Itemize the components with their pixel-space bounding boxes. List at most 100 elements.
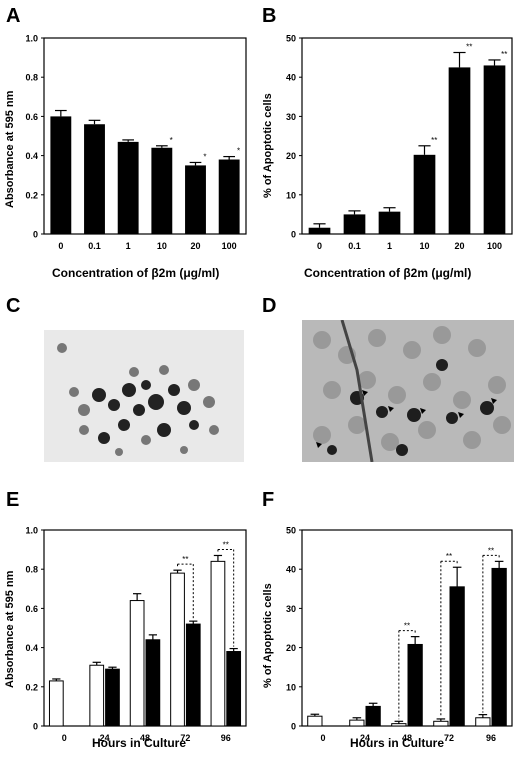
chart-e-ytick-label: 0.6 [25,604,38,614]
chart-f-bar [449,586,465,727]
chart-a-significance: * [203,152,206,161]
chart-b-frame [301,37,513,235]
chart-e-xtick-label: 0 [62,733,67,743]
chart-b-xtick-label: 100 [487,241,502,251]
panel-label-f: F [262,489,275,511]
chart-b-ytick-label: 0 [291,230,296,240]
chart-e-xtick-label: 72 [180,733,190,743]
chart-f-xtick-label: 48 [402,733,412,743]
chart-a-xtick-label: 100 [222,241,237,251]
panel-label-e: E [6,489,20,511]
chart-e-bar [210,560,226,727]
panel-label-b: B [262,5,277,27]
chart-e-ytick-label: 0.8 [25,565,38,575]
chart-e-bar [185,623,201,727]
chart-b-xtick-label: 1 [387,241,392,251]
chart-a-bar [117,141,139,234]
chart-f-significance: ** [488,546,494,555]
micrograph-c [44,330,244,462]
chart-f-bar [349,719,365,727]
chart-b-ytick-label: 10 [286,190,296,200]
chart-f-frame [301,529,513,727]
chart-f-bar [365,705,381,727]
chart-b-xtick-label: 10 [419,241,429,251]
chart-b-significance: ** [501,50,507,59]
chart-b-ytick-label: 40 [286,73,296,83]
chart-a-ytick-label: 0.2 [25,190,38,200]
chart-e-xlabel: Hours in Culture [92,736,187,750]
chart-e-bar [226,651,242,727]
chart-f-significance: ** [446,552,452,561]
chart-f-ytick-label: 20 [286,643,296,653]
chart-f-xtick-label: 96 [486,733,496,743]
chart-b-ytick-label: 20 [286,151,296,161]
chart-b-ytick-label: 50 [286,34,296,44]
chart-e-significance: ** [223,540,229,549]
chart-b-bar [308,227,331,234]
chart-a-ytick-label: 1.0 [25,34,38,44]
chart-a-bar [151,147,173,234]
chart-a-xtick-label: 0 [58,241,63,251]
chart-a-bar [185,165,206,234]
chart-f-bar [307,715,323,727]
chart-a-ytick-label: 0.4 [25,151,38,161]
chart-a-bar [84,124,105,234]
chart-b-bar [343,214,366,234]
chart-a-frame [43,37,247,235]
chart-a-xtick-label: 0.1 [88,241,101,251]
chart-a-ytick-label: 0.8 [25,73,38,83]
chart-f-ytick-label: 0 [291,722,296,732]
chart-e-bar [105,668,120,727]
chart-f-significance: ** [404,622,410,631]
chart-e-ytick-label: 1.0 [25,526,38,536]
chart-b-ytick-label: 30 [286,112,296,122]
chart-f-bar [475,717,491,727]
chart-a-xlabel: Concentration of β2m (μg/ml) [52,266,220,280]
chart-a-ytick-label: 0 [33,230,38,240]
chart-a-xtick-label: 20 [190,241,200,251]
chart-b-xtick-label: 0.1 [348,241,361,251]
chart-f-bar [491,567,507,727]
chart-a-significance: * [237,147,240,156]
chart-b-bar [448,67,471,235]
chart-f-bar [391,723,407,727]
chart-a-bar [50,116,72,234]
chart-e-ytick-label: 0 [33,722,38,732]
chart-f-ytick-label: 50 [286,526,296,536]
chart-f-bar [433,720,449,727]
panel-label-a: A [6,5,21,27]
chart-e-bar [129,600,145,727]
chart-e-bar [145,639,161,727]
chart-e-bar [48,680,64,727]
chart-e-xtick-label: 96 [221,733,231,743]
chart-b-bar [378,211,401,234]
micrograph-d [302,320,514,462]
chart-e-xtick-label: 24 [100,733,110,743]
chart-a-xtick-label: 1 [126,241,131,251]
chart-f-xtick-label: 0 [320,733,325,743]
chart-e-bar [89,664,105,727]
chart-e-ytick-label: 0.4 [25,643,38,653]
chart-f-xlabel: Hours in Culture [350,736,445,750]
chart-a-ytick-label: 0.6 [25,112,38,122]
chart-f-xtick-label: 72 [444,733,454,743]
chart-a-bar [218,159,240,234]
chart-a-xtick-label: 10 [157,241,167,251]
panel-label-c: C [6,295,21,317]
chart-f-ytick-label: 30 [286,604,296,614]
chart-a-significance: * [170,136,173,145]
chart-e-bar [170,572,185,727]
chart-f-bar [407,643,423,727]
chart-b-bar [483,65,506,234]
chart-b-bar [413,154,436,234]
chart-f-ytick-label: 10 [286,682,296,692]
chart-b-significance: ** [466,43,472,52]
chart-e-ytick-label: 0.2 [25,682,38,692]
chart-e-significance: ** [182,555,188,564]
chart-b-xtick-label: 0 [317,241,322,251]
chart-b-xtick-label: 20 [454,241,464,251]
chart-b-xlabel: Concentration of β2m (μg/ml) [304,266,472,280]
chart-b-significance: ** [431,136,437,145]
chart-e-xtick-label: 48 [140,733,150,743]
